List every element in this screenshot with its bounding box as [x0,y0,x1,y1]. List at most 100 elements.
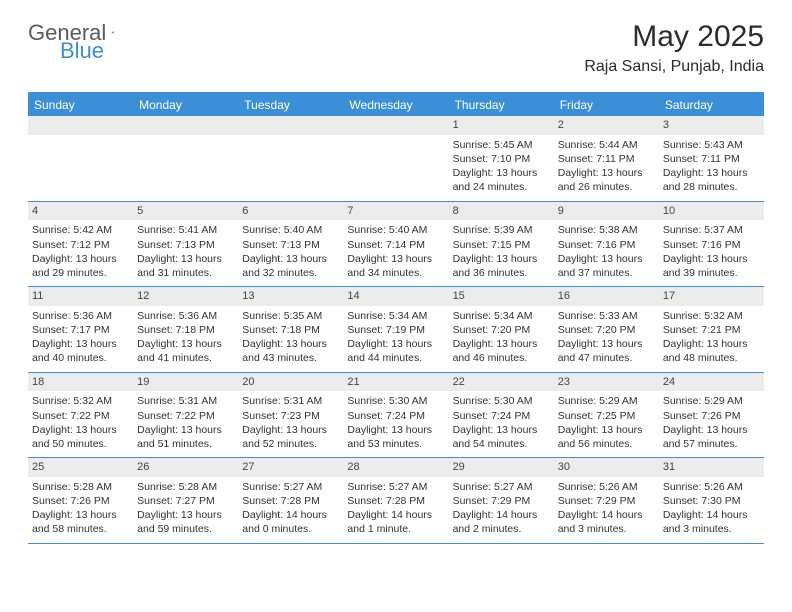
day-number: 18 [28,373,133,392]
day-cell [238,116,343,201]
day-cell: 23Sunrise: 5:29 AMSunset: 7:25 PMDayligh… [554,373,659,458]
daylight-text: and 39 minutes. [663,266,760,280]
day-cell: 3Sunrise: 5:43 AMSunset: 7:11 PMDaylight… [659,116,764,201]
sunset-text: Sunset: 7:22 PM [137,409,234,423]
day-header-cell: Tuesday [238,94,343,116]
day-number: 15 [449,287,554,306]
sunrise-text: Sunrise: 5:28 AM [32,480,129,494]
day-header-row: SundayMondayTuesdayWednesdayThursdayFrid… [28,92,764,116]
day-cell: 4Sunrise: 5:42 AMSunset: 7:12 PMDaylight… [28,202,133,287]
daylight-text: Daylight: 13 hours [558,166,655,180]
daylight-text: Daylight: 13 hours [242,337,339,351]
sunset-text: Sunset: 7:24 PM [453,409,550,423]
daylight-text: Daylight: 13 hours [347,423,444,437]
day-cell: 25Sunrise: 5:28 AMSunset: 7:26 PMDayligh… [28,458,133,543]
daylight-text: and 59 minutes. [137,522,234,536]
daylight-text: and 37 minutes. [558,266,655,280]
daylight-text: and 26 minutes. [558,180,655,194]
daylight-text: and 1 minute. [347,522,444,536]
daylight-text: Daylight: 14 hours [453,508,550,522]
sunset-text: Sunset: 7:16 PM [663,238,760,252]
day-number: 27 [238,458,343,477]
day-number: 14 [343,287,448,306]
day-header-cell: Wednesday [343,94,448,116]
day-number: 1 [449,116,554,135]
day-cell: 27 Sunrise: 5:27 AMSunset: 7:28 PMDayligh… [238,458,343,543]
day-cell: 29Sunrise: 5:27 AMSunset: 7:29 PMDayligh… [449,458,554,543]
daylight-text: and 31 minutes. [137,266,234,280]
daylight-text: Daylight: 14 hours [242,508,339,522]
daylight-text: and 44 minutes. [347,351,444,365]
daylight-text: Daylight: 13 hours [558,423,655,437]
day-cell: 9Sunrise: 5:38 AMSunset: 7:16 PMDaylight… [554,202,659,287]
day-number: 23 [554,373,659,392]
day-header-cell: Friday [554,94,659,116]
day-number: 9 [554,202,659,221]
daylight-text: and 32 minutes. [242,266,339,280]
daylight-text: Daylight: 13 hours [453,337,550,351]
sunset-text: Sunset: 7:28 PM [347,494,444,508]
sunrise-text: Sunrise: 5:32 AM [32,394,129,408]
daylight-text: and 41 minutes. [137,351,234,365]
sunset-text: Sunset: 7:27 PM [137,494,234,508]
day-number-empty [238,116,343,135]
day-number: 22 [449,373,554,392]
sunset-text: Sunset: 7:11 PM [663,152,760,166]
sunrise-text: Sunrise: 5:44 AM [558,138,655,152]
day-cell: 8Sunrise: 5:39 AMSunset: 7:15 PMDaylight… [449,202,554,287]
day-number: 29 [449,458,554,477]
day-number: 8 [449,202,554,221]
day-number: 10 [659,202,764,221]
day-number: 16 [554,287,659,306]
sunset-text: Sunset: 7:26 PM [663,409,760,423]
daylight-text: and 3 minutes. [558,522,655,536]
daylight-text: Daylight: 13 hours [558,252,655,266]
sunset-text: Sunset: 7:11 PM [558,152,655,166]
day-cell: 21 Sunrise: 5:30 AMSunset: 7:24 PMDayligh… [343,373,448,458]
week-row: 11Sunrise: 5:36 AMSunset: 7:17 PMDayligh… [28,287,764,373]
day-cell: 6Sunrise: 5:40 AMSunset: 7:13 PMDaylight… [238,202,343,287]
day-number: 28 [343,458,448,477]
day-cell: 7Sunrise: 5:40 AMSunset: 7:14 PMDaylight… [343,202,448,287]
sunrise-text: Sunrise: 5:39 AM [453,223,550,237]
sunrise-text: Sunrise: 5:34 AM [453,309,550,323]
daylight-text: Daylight: 13 hours [137,252,234,266]
daylight-text: Daylight: 13 hours [453,166,550,180]
day-number: 26 [133,458,238,477]
day-number: 21 [343,373,448,392]
day-number: 19 [133,373,238,392]
day-cell: 22Sunrise: 5:30 AMSunset: 7:24 PMDayligh… [449,373,554,458]
daylight-text: and 40 minutes. [32,351,129,365]
sunset-text: Sunset: 7:20 PM [453,323,550,337]
day-number: 24 [659,373,764,392]
sunset-text: Sunset: 7:28 PM [242,494,339,508]
day-number: 25 [28,458,133,477]
day-cell: 20Sunrise: 5:31 AMSunset: 7:23 PMDayligh… [238,373,343,458]
daylight-text: Daylight: 13 hours [663,252,760,266]
daylight-text: and 48 minutes. [663,351,760,365]
logo-text-blue: Blue [60,38,104,64]
day-number-empty [133,116,238,135]
sunrise-text: Sunrise: 5:29 AM [558,394,655,408]
sunrise-text: Sunrise: 5:34 AM [347,309,444,323]
sunrise-text: Sunrise: 5:30 AM [347,394,444,408]
day-cell: 17Sunrise: 5:32 AMSunset: 7:21 PMDayligh… [659,287,764,372]
daylight-text: Daylight: 14 hours [347,508,444,522]
week-row: 18 Sunrise: 5:32 AM Sunset: 7:22 PM Dayligh… [28,373,764,459]
day-cell: 19Sunrise: 5:31 AMSunset: 7:22 PMDayligh… [133,373,238,458]
day-number: 12 [133,287,238,306]
week-row: 1Sunrise: 5:45 AMSunset: 7:10 PMDaylight… [28,116,764,202]
sunrise-text: Sunrise: 5:27 AM [347,480,444,494]
sunrise-text: Sunrise: 5:37 AM [663,223,760,237]
sunrise-text: Sunrise: 5:45 AM [453,138,550,152]
sunrise-text: Sunrise: 5:27 AM [242,480,339,494]
day-cell [28,116,133,201]
daylight-text: and 58 minutes. [32,522,129,536]
daylight-text: and 24 minutes. [453,180,550,194]
sunset-text: Sunset: 7:24 PM [347,409,444,423]
calendar-grid: SundayMondayTuesdayWednesdayThursdayFrid… [28,92,764,544]
sunset-text: Sunset: 7:16 PM [558,238,655,252]
daylight-text: Daylight: 13 hours [137,508,234,522]
sunset-text: Sunset: 7:21 PM [663,323,760,337]
daylight-text: Daylight: 13 hours [32,337,129,351]
